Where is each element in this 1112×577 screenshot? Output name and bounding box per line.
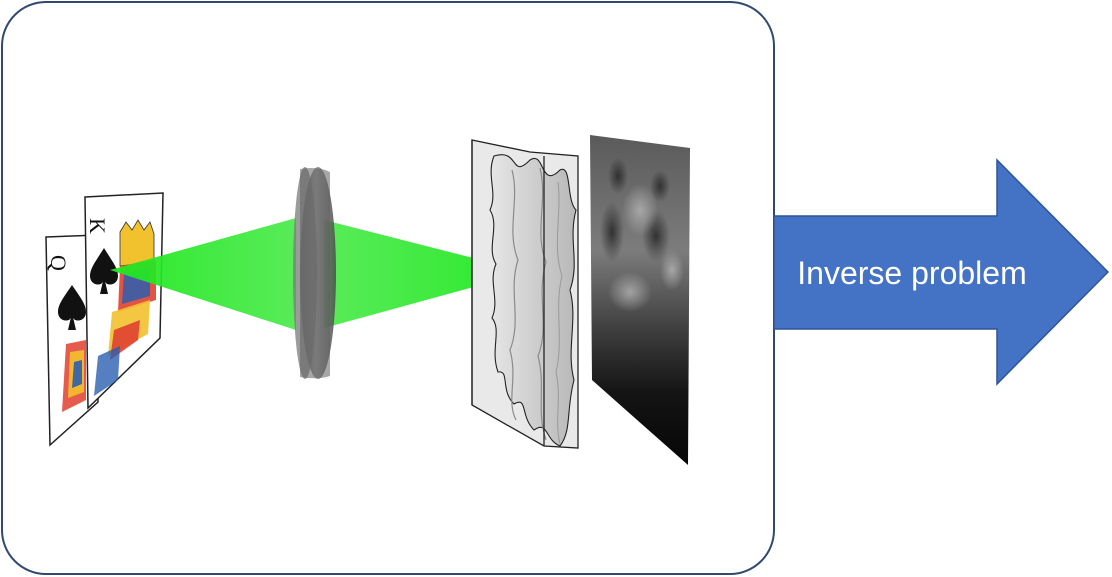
card-rank-q: Q: [46, 255, 71, 271]
queen-of-spades-card: Q: [45, 234, 99, 447]
inverse-problem-arrow: Inverse problem: [773, 158, 1110, 386]
spade-icon: [58, 285, 86, 330]
lens: [293, 167, 336, 379]
beam-diverging: [110, 218, 296, 330]
card-rank-k: K: [85, 218, 110, 234]
beam-converging: [324, 220, 528, 328]
speckle-screen: [590, 135, 690, 465]
diffuser-medium: [471, 139, 579, 449]
spade-icon: [90, 248, 118, 294]
inverse-problem-label: Inverse problem: [797, 255, 1026, 291]
